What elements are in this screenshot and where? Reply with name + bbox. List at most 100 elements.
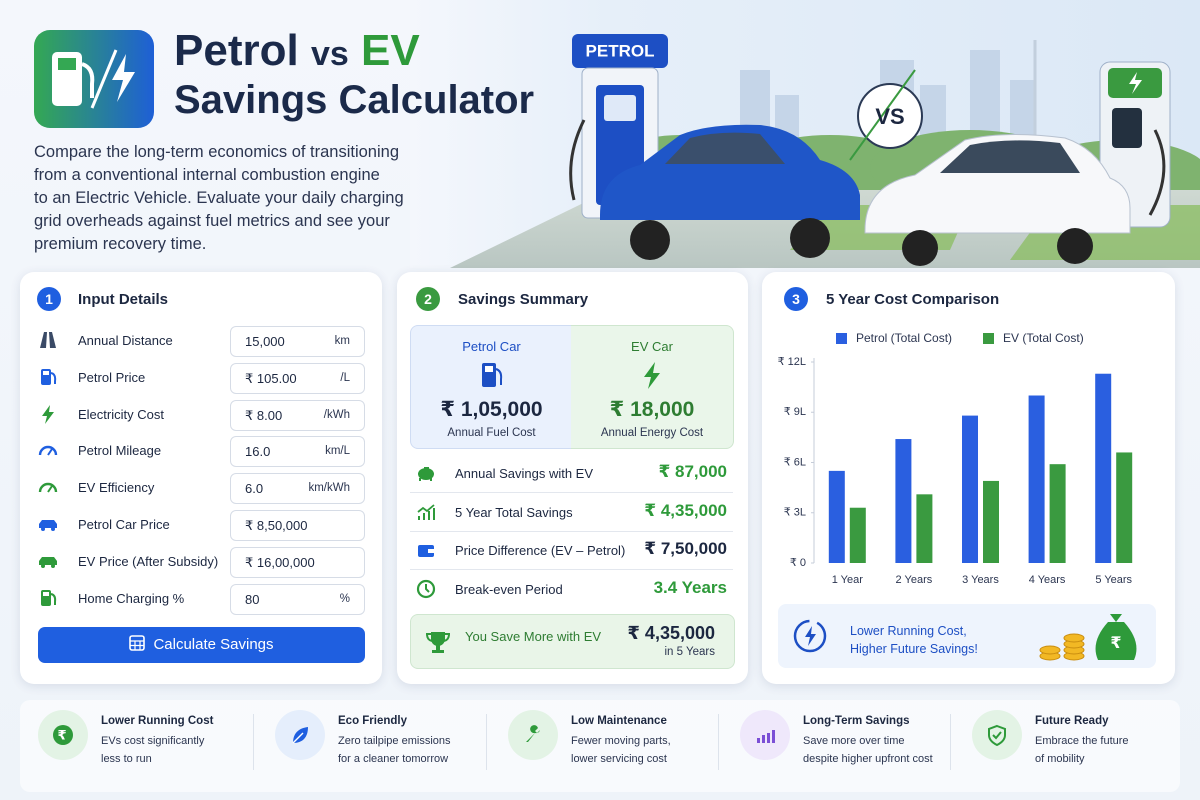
bar	[1028, 395, 1045, 563]
feature-glyph	[988, 724, 1006, 746]
bar	[828, 470, 845, 563]
x-tick-label: 1 Year	[832, 574, 864, 586]
title-line-2: Savings Calculator	[174, 78, 535, 122]
row-icon	[38, 446, 58, 456]
row-icon	[41, 589, 57, 606]
row-icon	[38, 483, 58, 493]
row-icon	[417, 503, 435, 520]
x-tick-label: 3 Years	[962, 574, 999, 586]
feature-text: for a cleaner tomorrow	[338, 753, 449, 765]
feature-icon	[972, 710, 1022, 760]
feature-strip: ₹ Lower Running Cost EVs cost significantl…	[20, 700, 1180, 792]
card-caption: Annual Energy Cost	[600, 427, 704, 439]
input-value: ₹ 16,00,000	[245, 554, 315, 570]
section-title: 5 Year Cost Comparison	[826, 291, 1000, 308]
bar	[1049, 464, 1066, 563]
legend-label: EV (Total Cost)	[1003, 331, 1084, 345]
input-unit: /kWh	[323, 408, 350, 421]
input-value: 6.0	[245, 481, 264, 497]
pump-sign: PETROL	[586, 41, 655, 60]
bar	[916, 494, 933, 563]
description-line: Compare the long-term economics of trans…	[34, 143, 400, 161]
feature-title: Lower Running Cost	[101, 715, 214, 727]
feature-title: Long-Term Savings	[803, 715, 910, 727]
calculator-icon	[129, 635, 146, 651]
summary-value: ₹ 4,35,000	[644, 500, 727, 520]
feature-icon	[275, 710, 325, 760]
logo	[34, 30, 154, 128]
input-unit: /L	[340, 371, 350, 384]
feature-glyph	[292, 727, 308, 744]
feature-title: Future Ready	[1035, 715, 1109, 727]
input-value: ₹ 8,50,000	[245, 518, 308, 533]
feature-text: Zero tailpipe emissions	[338, 735, 451, 747]
feature-icon: ₹	[38, 710, 88, 760]
legend-swatch	[836, 333, 847, 344]
input-box[interactable]: 16.0 km/L	[230, 436, 365, 468]
section-title: Savings Summary	[458, 291, 589, 308]
bar	[1116, 452, 1133, 563]
feature-text: Save more over time	[803, 735, 905, 747]
summary-value: ₹ 7,50,000	[644, 539, 727, 558]
row-icon	[41, 368, 57, 385]
row-label: Home Charging %	[78, 590, 185, 606]
input-box[interactable]: 15,000 km	[230, 326, 365, 357]
calculate-button[interactable]: Calculate Savings	[38, 627, 365, 663]
feature-glyph	[526, 725, 540, 742]
input-value: ₹ 105.00	[245, 370, 297, 386]
svg-text:₹: ₹	[1110, 635, 1121, 652]
title-word: Petrol	[174, 26, 299, 75]
row-label: Petrol Price	[78, 369, 146, 385]
legend-swatch	[983, 333, 994, 344]
section-title: Input Details	[78, 291, 169, 308]
summary-panel: 2 Savings Summary Petrol Car ₹ 1,05,000 …	[397, 272, 748, 684]
input-value: 16.0	[245, 444, 271, 460]
separator	[718, 714, 719, 770]
y-tick-label: ₹ 3L	[784, 507, 806, 519]
hero-illustration: PETROL VS	[410, 0, 1200, 268]
note: Lower Running Cost, Higher Future Saving…	[850, 622, 978, 658]
input-value: 80	[245, 591, 260, 607]
divider	[410, 492, 733, 493]
input-box[interactable]: ₹ 8,50,000	[230, 510, 365, 541]
summary-value: 3.4 Years	[653, 577, 727, 597]
row-icon	[418, 467, 434, 481]
separator	[253, 714, 254, 770]
feature-icon	[508, 710, 558, 760]
summary-label: 5 Year Total Savings	[455, 504, 573, 520]
summary-label: Price Difference (EV – Petrol)	[455, 543, 626, 558]
input-unit: km/kWh	[308, 482, 350, 495]
input-box[interactable]: ₹ 105.00/L	[230, 362, 365, 394]
x-tick-label: 2 Years	[896, 574, 933, 586]
row-label: Petrol Car Price	[78, 517, 170, 532]
row-label: EV Price (After Subsidy)	[78, 553, 219, 569]
summary-value: ₹ 87,000	[658, 462, 727, 481]
title-vs: vs	[310, 35, 349, 73]
feature-text: Embrace the future	[1035, 735, 1129, 747]
input-box[interactable]: 6.0 km/kWh	[230, 473, 365, 505]
input-box[interactable]: ₹ 16,00,000	[230, 546, 365, 578]
description-line: to an Electric Vehicle. Evaluate your da…	[34, 189, 404, 207]
svg-text:₹: ₹	[57, 727, 66, 742]
card-title: Petrol Car	[462, 339, 521, 354]
description-line: premium recovery time.	[34, 235, 207, 253]
note-line: Lower Running Cost,	[850, 624, 967, 638]
banner-label: You Save More with EV	[465, 629, 602, 644]
bar	[983, 480, 999, 563]
vs-badge: VS	[875, 104, 904, 129]
input-box[interactable]: 80%	[230, 583, 365, 615]
ev-card: EV Car ₹ 18,000 Annual Energy Cost	[571, 325, 734, 449]
input-box[interactable]: ₹ 8.00/kWh	[230, 399, 365, 431]
card-value: ₹ 1,05,000	[440, 398, 543, 421]
refresh-icon	[793, 619, 827, 653]
legend-label: Petrol (Total Cost)	[856, 331, 952, 345]
description: Compare the long-term economics of trans…	[34, 141, 404, 256]
description-line: grid overheads against fuel metrics and …	[34, 212, 390, 230]
bar	[962, 415, 978, 563]
separator	[486, 714, 487, 770]
feature-text: despite higher upfront cost	[803, 753, 933, 765]
summary-label: Annual Savings with EV	[455, 466, 594, 481]
row-label: Electricity Cost	[78, 406, 164, 422]
card-value: ₹ 18,000	[609, 398, 695, 421]
